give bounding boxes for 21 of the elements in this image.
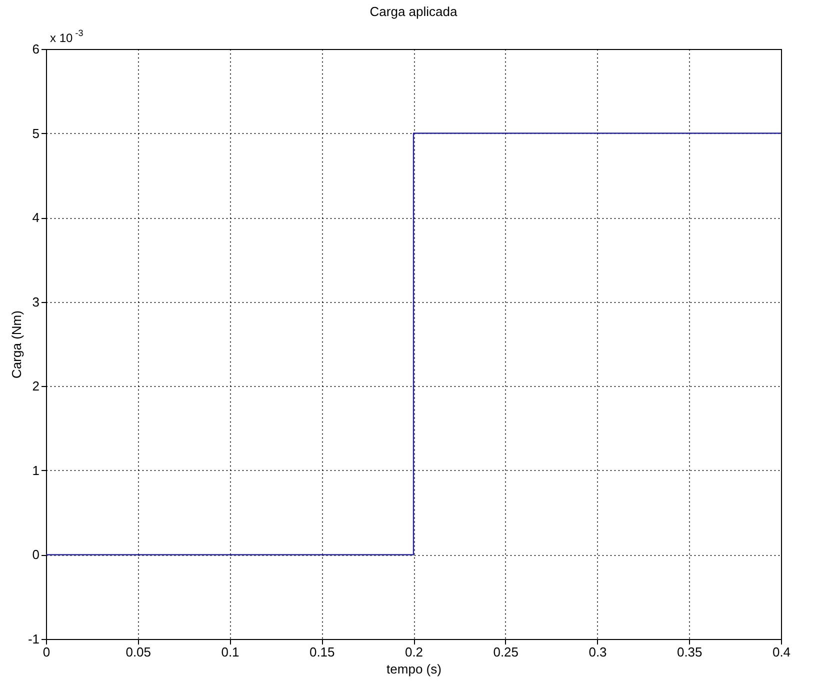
text: x 10-3 [50,28,84,45]
y-tick-label: 1 [32,462,40,478]
x-tick-label: 0.4 [772,644,791,660]
x-tick-label: 0.35 [676,644,702,660]
x-tick-label: 0.05 [126,644,152,660]
x-tick-label: 0.15 [309,644,335,660]
y-tick-label: -1 [28,632,40,646]
x-tick-label: 0.3 [588,644,607,660]
y-tick-label: 3 [32,294,40,310]
chart-title: Carga aplicada [370,4,458,19]
y-tick-label: 2 [32,378,40,394]
x-tick-label: 0 [42,644,50,660]
x-tick-label: 0.2 [404,644,424,660]
y-tick-label: 5 [32,126,40,141]
y-tick-label: 4 [32,210,40,226]
y-tick-label: 6 [32,42,40,56]
y-tick-label: 0 [32,547,40,562]
y-axis-title: Carga (Nm) [8,310,24,378]
x-tick-label: 0.1 [221,644,240,660]
x-tick-label: 0.25 [493,644,519,660]
x-axis-title: tempo (s) [386,662,442,676]
